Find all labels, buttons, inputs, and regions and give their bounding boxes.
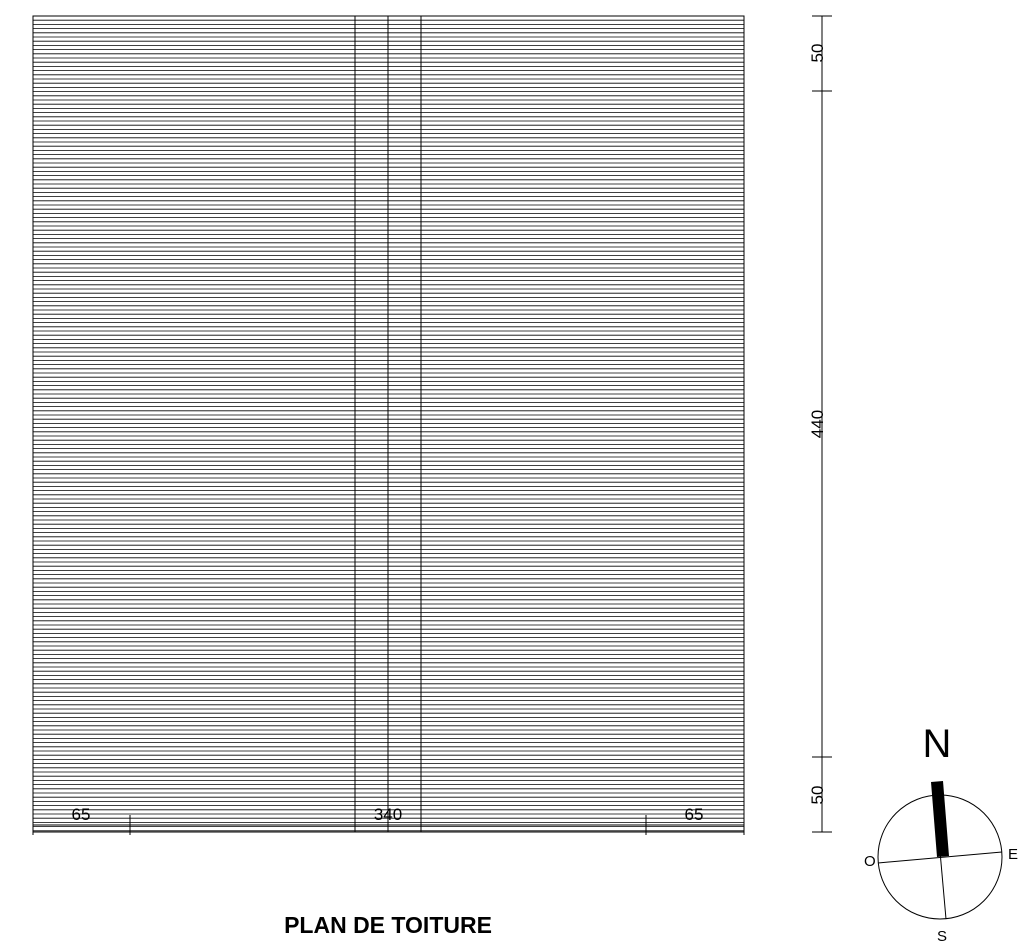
horizontal-dim-label-middle: 340 bbox=[374, 805, 402, 824]
vertical-dimension-chain: 50 440 50 bbox=[808, 15, 832, 833]
compass-ew-axis bbox=[877, 851, 1003, 864]
compass-north-label: N bbox=[923, 722, 952, 766]
roof-plan bbox=[32, 15, 745, 833]
compass-needle bbox=[931, 781, 949, 857]
vertical-dim-label-bottom: 50 bbox=[808, 786, 827, 805]
horizontal-dim-label-right: 65 bbox=[685, 805, 704, 824]
compass-west-label: O bbox=[864, 853, 876, 870]
horizontal-dim-label-left: 65 bbox=[72, 805, 91, 824]
compass-south-label: S bbox=[937, 928, 947, 944]
horizontal-dimension-chain: 65 340 65 bbox=[32, 805, 745, 835]
vertical-dim-label-top: 50 bbox=[808, 44, 827, 63]
compass-east-label: E bbox=[1008, 846, 1018, 863]
compass-rose: N E O S bbox=[864, 722, 1018, 944]
drawing-title: PLAN DE TOITURE bbox=[284, 912, 492, 938]
vertical-dim-label-middle: 440 bbox=[808, 410, 827, 438]
